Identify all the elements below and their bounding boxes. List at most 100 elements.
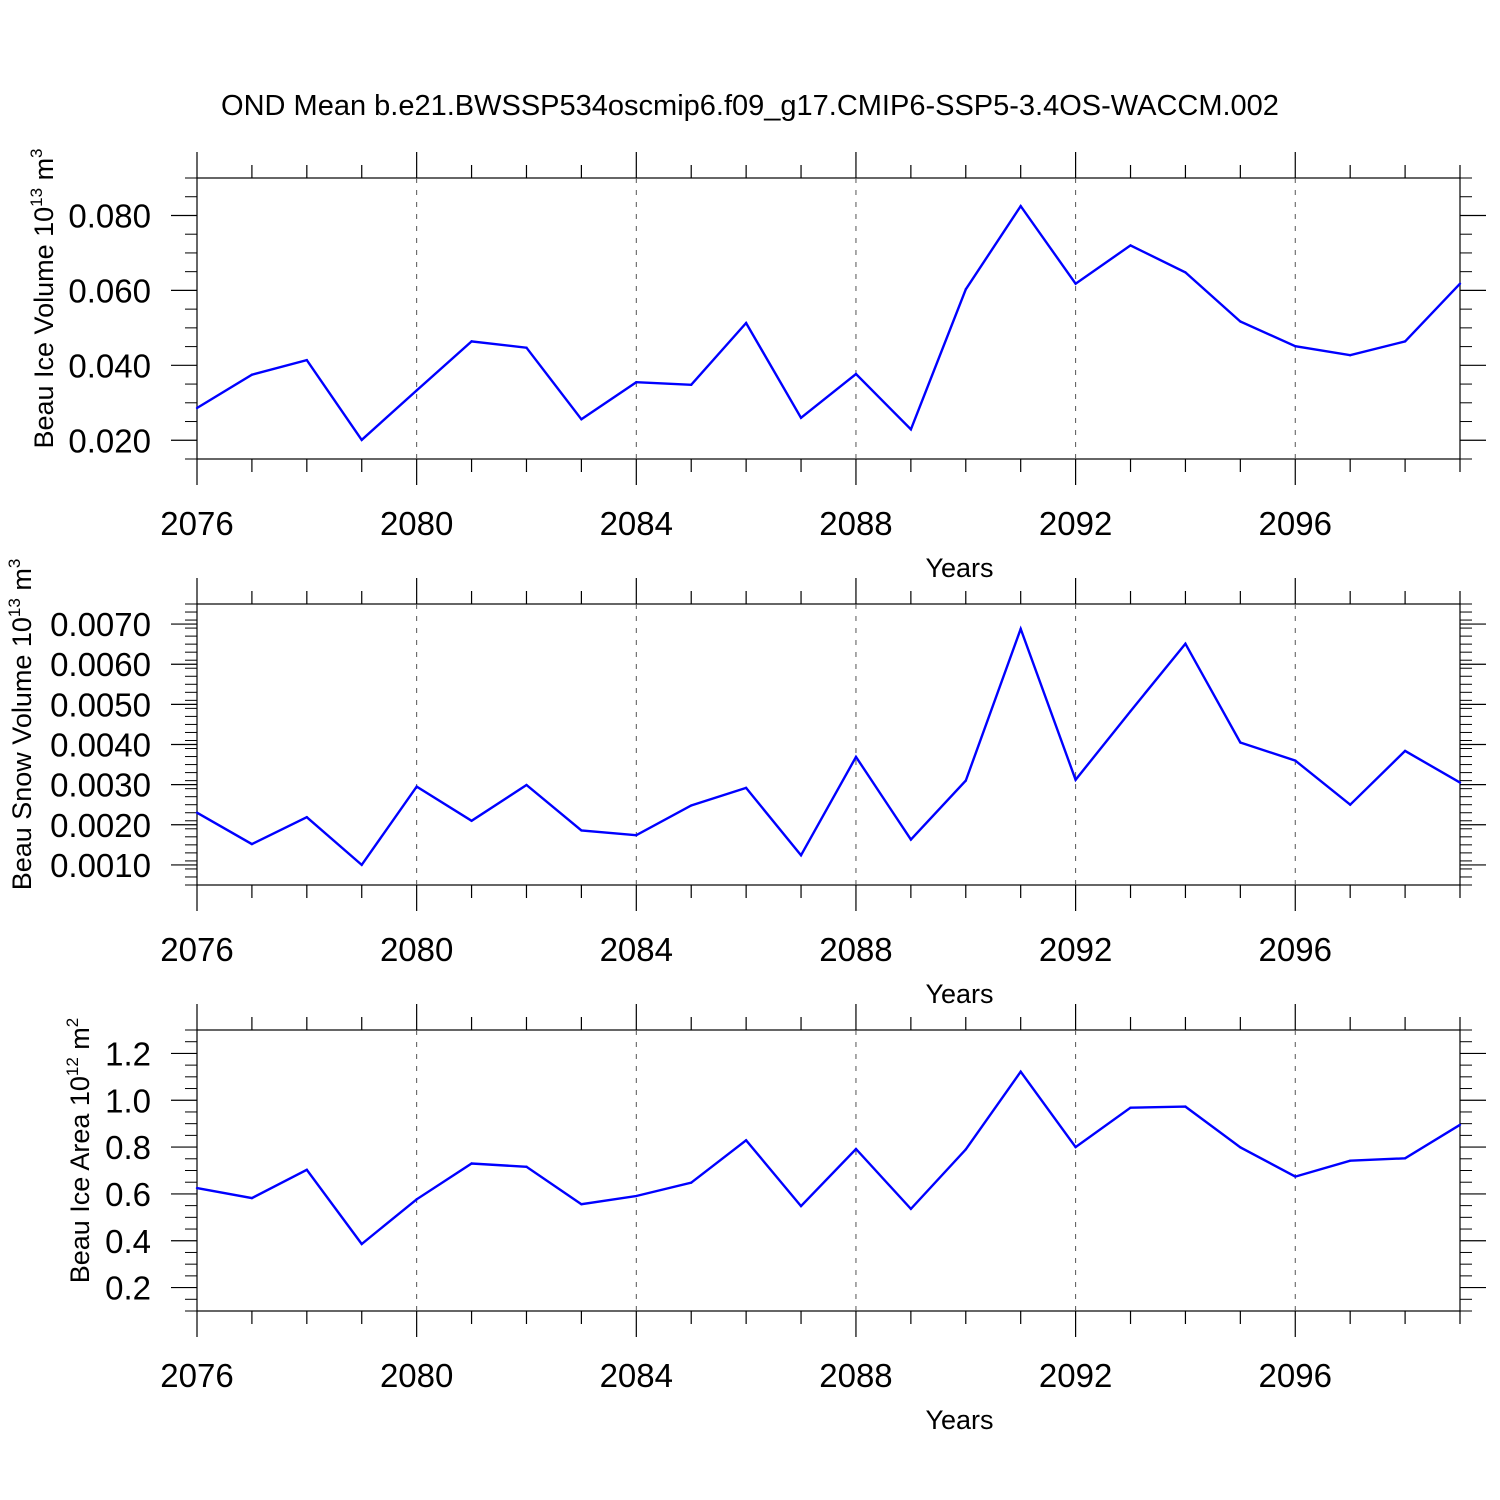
data-point — [1403, 340, 1407, 343]
data-point — [690, 1181, 693, 1184]
x-tick-label: 2092 — [1039, 505, 1112, 542]
y-tick-label: 0.2 — [105, 1270, 151, 1307]
data-point — [415, 785, 418, 788]
x-tick-label: 2084 — [600, 505, 673, 542]
data-point — [415, 1198, 418, 1201]
data-point — [1294, 759, 1297, 762]
y-axis-label-exponent: 13 — [5, 598, 24, 617]
y-tick-label: 0.0060 — [50, 646, 151, 683]
data-point — [1184, 642, 1187, 645]
y-axis-label-unit-exponent: 3 — [27, 148, 46, 157]
data-point — [1403, 1157, 1407, 1160]
data-point — [964, 779, 967, 782]
data-point — [1294, 1175, 1297, 1178]
panel-snow-volume: 2076 2080 2084 2088 2092 2096 Years 0.00100.002… — [5, 559, 1486, 1009]
y-axis-label-exponent: 12 — [63, 1057, 82, 1076]
data-point — [1348, 803, 1352, 806]
data-point — [744, 786, 748, 790]
y-axis-label: Beau Ice Volume 1013 m3 — [27, 148, 59, 448]
y-tick-label: 0.8 — [105, 1129, 151, 1166]
data-point — [909, 838, 913, 841]
data-point — [195, 1186, 199, 1190]
data-point — [1184, 271, 1187, 274]
y-tick-label: 0.0010 — [50, 847, 151, 884]
x-tick-label: 2096 — [1259, 1357, 1332, 1394]
data-point — [1239, 320, 1242, 323]
y-tick-label: 0.060 — [68, 272, 151, 309]
data-point — [1019, 204, 1022, 208]
y-tick-label: 0.0040 — [50, 727, 151, 764]
data-point — [250, 373, 254, 376]
data-point — [744, 1139, 748, 1142]
y-tick-label: 0.6 — [105, 1176, 151, 1213]
data-point — [909, 428, 913, 431]
y-axis-label-unit: m — [7, 568, 37, 598]
data-point — [1458, 781, 1462, 784]
data-point — [635, 834, 638, 837]
data-point — [195, 406, 199, 410]
panel-ice-volume: 2076 2080 2084 2088 2092 2096 Years 0.020 0.040 0… — [27, 148, 1486, 583]
y-tick-label: 0.0030 — [50, 767, 151, 804]
data-point — [525, 1165, 528, 1168]
x-tick-label: 2084 — [600, 931, 673, 968]
data-point — [580, 829, 583, 832]
data-point — [525, 346, 528, 349]
data-point — [1129, 709, 1132, 713]
data-point — [470, 819, 473, 822]
y-axis-label-unit: m — [29, 158, 59, 188]
plot-frame — [196, 1029, 1461, 1312]
y-tick-label: 0.040 — [68, 347, 151, 384]
x-tick-label: 2096 — [1259, 505, 1332, 542]
y-tick-label: 0.0050 — [50, 686, 151, 723]
data-point — [1458, 282, 1462, 285]
x-axis-label: Years — [925, 979, 993, 1009]
series-line — [196, 1069, 1461, 1246]
y-axis-label: Beau Ice Area 1012 m2 — [63, 1018, 95, 1284]
y-tick-label: 0.4 — [105, 1223, 151, 1260]
data-point — [690, 383, 693, 387]
data-point — [690, 804, 693, 807]
data-point — [1019, 627, 1022, 631]
y-axis-label-main: Beau Snow Volume 10 — [7, 617, 37, 890]
y-tick-label: 0.0020 — [50, 807, 151, 844]
data-point — [250, 1196, 254, 1200]
data-point — [854, 1147, 858, 1151]
data-point — [1239, 1146, 1242, 1149]
x-tick-label: 2088 — [819, 1357, 892, 1394]
data-point — [964, 288, 967, 291]
data-point — [470, 1162, 473, 1165]
plot-frame — [196, 603, 1461, 886]
x-tick-label: 2076 — [160, 1357, 233, 1394]
y-axis-label-unit-exponent: 3 — [5, 559, 24, 568]
data-point — [1403, 749, 1407, 753]
x-tick-label: 2092 — [1039, 931, 1112, 968]
data-point — [1348, 354, 1352, 357]
data-point — [1129, 244, 1132, 247]
x-tick-label: 2088 — [819, 931, 892, 968]
data-point — [305, 358, 309, 362]
data-point — [1184, 1105, 1187, 1108]
data-point — [799, 854, 803, 857]
data-point — [909, 1207, 913, 1211]
x-axis-label: Years — [925, 1405, 993, 1435]
data-point — [360, 438, 363, 442]
x-tick-label: 2084 — [600, 1357, 673, 1394]
data-point — [305, 1168, 309, 1171]
data-point — [360, 1242, 363, 1246]
y-axis-label-exponent: 13 — [27, 188, 46, 207]
data-point — [1129, 1106, 1132, 1109]
x-tick-label: 2092 — [1039, 1357, 1112, 1394]
y-axis-label: Beau Snow Volume 1013 m3 — [5, 559, 37, 891]
panel-ice-area: 2076 2080 2084 2088 2092 2096 Years 0.2 0.4 0.6 0.… — [63, 1004, 1486, 1435]
data-point — [1294, 345, 1297, 348]
data-point — [635, 380, 638, 384]
data-point — [635, 1194, 638, 1198]
x-axis-label: Years — [925, 553, 993, 583]
data-point — [305, 815, 309, 819]
data-point — [250, 842, 254, 846]
plot-frame — [196, 177, 1461, 460]
data-point — [195, 811, 199, 814]
y-tick-label: 0.020 — [68, 422, 151, 459]
data-point — [580, 1203, 583, 1206]
